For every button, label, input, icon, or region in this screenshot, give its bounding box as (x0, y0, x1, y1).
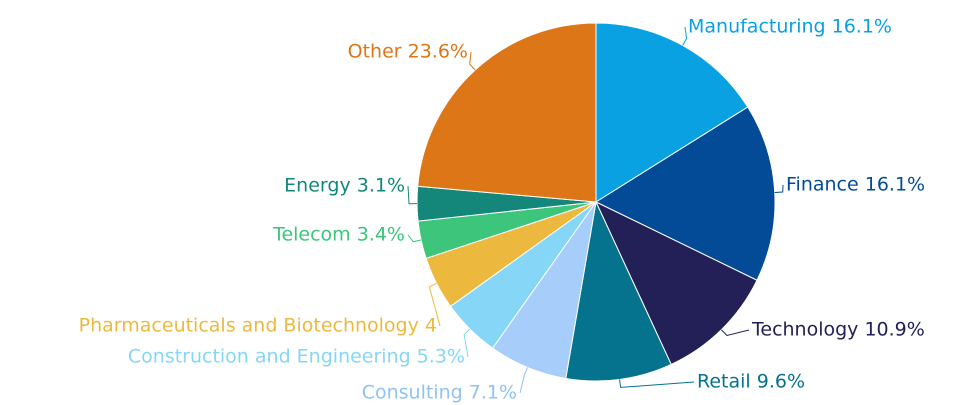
slice-label: Technology 10.9% (751, 319, 925, 341)
pie-slice (565, 200, 672, 382)
slice-label: Pharmaceuticals and Biotechnology 4 (79, 315, 437, 337)
slice-label: Other 23.6% (348, 41, 468, 63)
pie-slice (595, 22, 749, 203)
slice-label: Manufacturing 16.1% (688, 16, 892, 38)
leader-line (407, 234, 422, 243)
leader-line (463, 328, 471, 358)
leader-line (682, 26, 688, 46)
leader-line (519, 367, 528, 394)
pie-slice (594, 106, 776, 281)
leader-line (428, 282, 441, 327)
leader-line (469, 51, 476, 71)
pie-slice (594, 200, 758, 366)
slice-label: Finance 16.1% (786, 174, 925, 196)
leader-line (774, 184, 784, 193)
slice-label: Consulting 7.1% (362, 382, 517, 404)
leader-line (721, 329, 750, 337)
slice-label: Telecom 3.4% (272, 224, 405, 246)
slice-label: Energy 3.1% (284, 175, 405, 197)
leader-line (619, 379, 695, 388)
slice-label: Construction and Engineering 5.3% (128, 346, 465, 368)
leader-line (407, 185, 418, 205)
slice-label: Retail 9.6% (697, 371, 805, 393)
